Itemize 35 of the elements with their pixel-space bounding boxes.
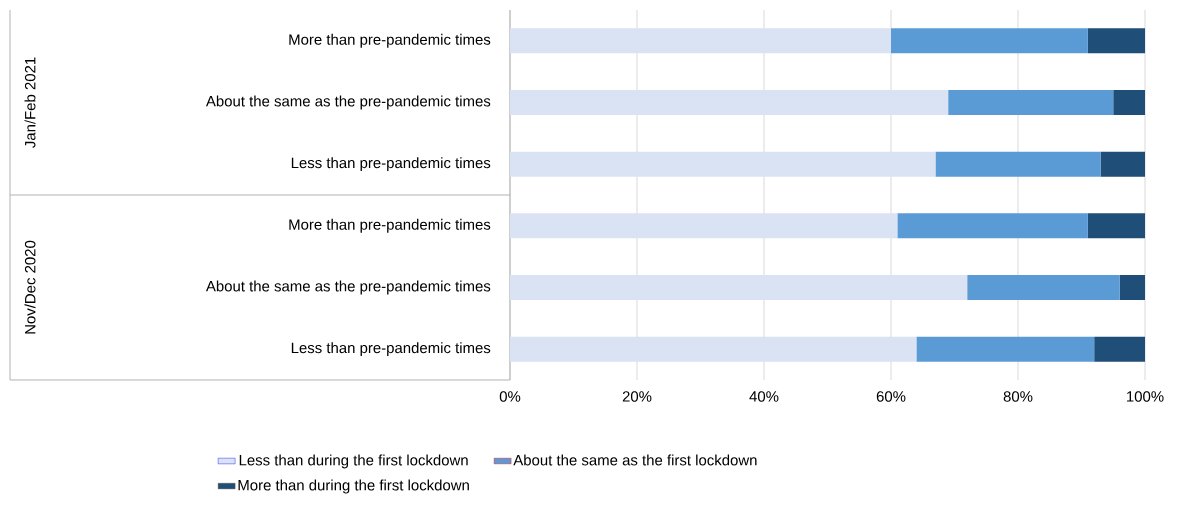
bar	[1094, 336, 1146, 362]
bar	[935, 151, 1101, 177]
y-tick-label: Less than pre-pandemic times	[291, 342, 491, 357]
x-tick-label: 60%	[876, 391, 906, 402]
bar	[510, 28, 892, 54]
bar	[510, 151, 936, 177]
x-tick-label: 20%	[622, 391, 652, 402]
bar	[948, 89, 1114, 115]
text: Jan/Feb 2021	[24, 57, 36, 148]
bar	[510, 89, 949, 115]
y-tick-label: More than pre-pandemic times	[289, 33, 491, 48]
text: Nov/Dec 2020	[24, 240, 36, 334]
y-tick-label: More than pre-pandemic times	[289, 218, 491, 233]
x-tick-label: 40%	[749, 391, 779, 402]
bar	[891, 28, 1088, 54]
bar	[510, 274, 968, 300]
y-tick-label: About the same as the pre-pandemic times	[205, 280, 491, 295]
y-tick-label: Less than pre-pandemic times	[291, 157, 491, 172]
bar	[510, 336, 917, 362]
x-tick-label: 0%	[499, 391, 521, 402]
bar	[510, 213, 898, 239]
legend-label: More than during the first lockdown	[238, 479, 469, 494]
bar	[1113, 89, 1146, 115]
bar	[1087, 28, 1146, 54]
y-tick-label: About the same as the pre-pandemic times	[205, 95, 491, 110]
bar	[1119, 274, 1146, 300]
x-tick-label: 100%	[1127, 391, 1164, 402]
bar	[1100, 151, 1146, 177]
bar	[916, 336, 1095, 362]
bar	[897, 213, 1088, 239]
x-tick-label: 80%	[1003, 391, 1033, 402]
bar	[967, 274, 1120, 300]
legend-label: About the same as the first lockdown	[513, 454, 757, 466]
bar	[1087, 213, 1146, 239]
legend-label: Less than during the first lockdown	[239, 454, 468, 469]
